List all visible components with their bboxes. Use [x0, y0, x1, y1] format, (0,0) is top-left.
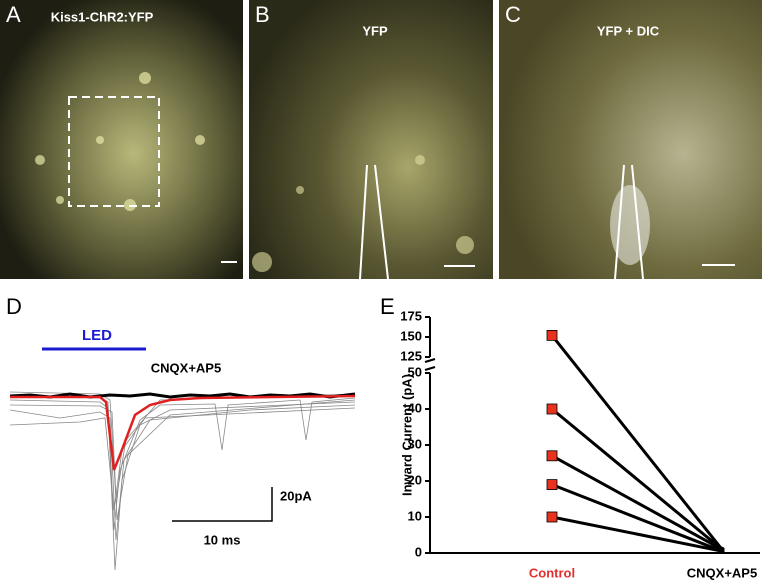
image-a: [0, 0, 243, 279]
marker: [546, 403, 558, 415]
cells: [252, 155, 474, 272]
panel-letter: E: [380, 294, 395, 319]
amp-scale: 20pA: [280, 488, 312, 503]
image-label: Kiss1-ChR2:YFP: [51, 9, 154, 24]
y-tick-label: 50: [408, 364, 422, 379]
marker: [546, 450, 558, 462]
panel-letter: A: [6, 2, 21, 27]
image-label: YFP + DIC: [597, 23, 660, 38]
panel-letter: D: [6, 294, 22, 319]
marker: [546, 329, 558, 341]
image-b: [249, 0, 493, 279]
condition-label: CNQX+AP5: [151, 360, 221, 375]
pipette: [614, 164, 644, 280]
series-line: [551, 407, 723, 551]
time-scale: 10 ms: [204, 532, 241, 547]
y-tick-label: 10: [408, 508, 422, 523]
series-line: [551, 454, 723, 551]
y-tick-label: 30: [408, 436, 422, 451]
y-tick-label: 0: [415, 544, 422, 559]
y-axis-label: Inward Current (pA): [399, 374, 414, 496]
scale-bars: [172, 487, 273, 522]
panel-letter: B: [255, 2, 270, 27]
panel-letter: C: [505, 2, 521, 27]
axis-break: [424, 366, 436, 371]
series-line: [551, 483, 723, 553]
y-tick-label: 150: [400, 328, 422, 343]
series-line: [550, 334, 724, 551]
pipette-glow: [610, 185, 650, 265]
marker: [719, 548, 725, 554]
cells: [35, 72, 205, 211]
y-tick-label: 175: [400, 308, 422, 323]
marker: [546, 511, 558, 523]
mean-trace-control: [10, 394, 356, 471]
y-tick-label: 40: [408, 400, 422, 415]
inset-box: [68, 96, 160, 207]
marker: [546, 479, 558, 491]
y-tick-label: 20: [408, 472, 422, 487]
series-line: [551, 515, 723, 553]
y-tick-label: 125: [400, 348, 422, 363]
led-label: LED: [82, 327, 112, 344]
pipette: [359, 164, 389, 280]
image-label: YFP: [362, 23, 388, 38]
traces: [9, 391, 356, 571]
x-tick-label: CNQX+AP5: [687, 565, 757, 580]
axis-break: [424, 358, 436, 363]
x-tick-label: Control: [529, 565, 575, 580]
